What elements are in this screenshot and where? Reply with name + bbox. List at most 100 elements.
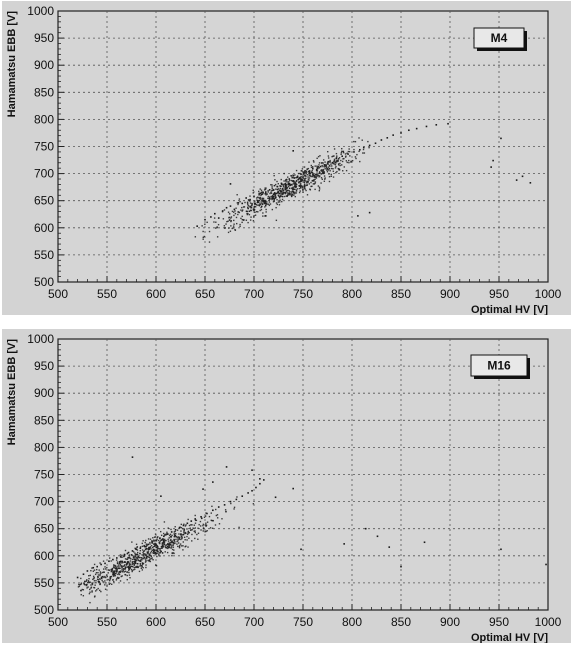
data-point bbox=[145, 556, 148, 558]
data-point bbox=[77, 586, 80, 588]
y-tick-label: 850 bbox=[34, 85, 54, 99]
data-point bbox=[215, 221, 217, 223]
data-point bbox=[202, 530, 204, 532]
data-point bbox=[241, 210, 243, 212]
data-point bbox=[110, 569, 112, 571]
data-point bbox=[228, 227, 230, 229]
data-point bbox=[109, 578, 111, 581]
data-point bbox=[92, 578, 94, 581]
data-point bbox=[280, 185, 282, 187]
data-point bbox=[131, 554, 133, 557]
data-point bbox=[265, 194, 267, 196]
data-point bbox=[159, 540, 162, 542]
data-point bbox=[111, 572, 114, 574]
data-point bbox=[158, 553, 160, 556]
data-point bbox=[287, 176, 289, 178]
data-point bbox=[265, 191, 267, 194]
data-point bbox=[155, 544, 158, 546]
data-point bbox=[202, 523, 205, 526]
data-point bbox=[248, 213, 251, 216]
data-point bbox=[119, 580, 122, 582]
data-point bbox=[355, 157, 357, 160]
data-point bbox=[292, 192, 295, 194]
data-point bbox=[106, 566, 108, 569]
data-point bbox=[161, 552, 164, 554]
data-point bbox=[318, 189, 321, 192]
data-point bbox=[287, 183, 290, 186]
data-point bbox=[161, 543, 164, 545]
data-point bbox=[121, 562, 123, 564]
data-point bbox=[167, 547, 169, 550]
data-point bbox=[268, 189, 271, 191]
data-point bbox=[167, 540, 170, 542]
data-point bbox=[277, 183, 279, 185]
x-axis-title: Optimal HV [V] bbox=[471, 304, 548, 315]
data-point bbox=[170, 546, 173, 548]
data-point bbox=[333, 155, 335, 157]
data-point bbox=[297, 181, 300, 183]
data-point bbox=[303, 166, 306, 168]
data-point bbox=[295, 186, 297, 189]
data-point bbox=[299, 172, 301, 175]
data-point bbox=[110, 583, 113, 585]
data-point bbox=[362, 146, 365, 149]
data-point bbox=[155, 540, 158, 542]
data-point bbox=[294, 188, 296, 191]
data-point bbox=[345, 160, 348, 162]
data-point bbox=[290, 191, 293, 193]
data-point bbox=[324, 166, 326, 168]
data-point bbox=[271, 198, 273, 201]
data-point bbox=[128, 568, 130, 570]
data-point bbox=[89, 574, 91, 577]
data-point bbox=[94, 590, 97, 592]
data-point bbox=[326, 168, 328, 170]
data-point bbox=[200, 515, 202, 518]
data-point bbox=[263, 202, 266, 205]
data-point bbox=[141, 559, 143, 561]
data-point bbox=[270, 192, 273, 194]
data-point bbox=[529, 182, 532, 184]
data-point bbox=[346, 161, 348, 164]
data-point bbox=[315, 177, 318, 179]
data-point bbox=[239, 200, 241, 203]
data-point bbox=[106, 575, 108, 578]
legend-label: M4 bbox=[491, 31, 508, 45]
data-point bbox=[162, 546, 164, 548]
data-point bbox=[246, 201, 249, 203]
data-point bbox=[330, 163, 332, 165]
data-point bbox=[118, 565, 120, 568]
data-point bbox=[181, 536, 183, 539]
data-point bbox=[147, 551, 149, 554]
data-point bbox=[223, 209, 226, 211]
data-point bbox=[198, 523, 200, 526]
data-point bbox=[153, 540, 156, 542]
data-point bbox=[282, 191, 285, 194]
data-point bbox=[233, 223, 235, 225]
data-point bbox=[302, 179, 304, 182]
data-point bbox=[265, 211, 267, 213]
data-point bbox=[160, 539, 163, 541]
data-point bbox=[115, 570, 117, 573]
data-point bbox=[305, 173, 307, 175]
data-point bbox=[175, 535, 178, 538]
data-point bbox=[423, 541, 426, 544]
data-point bbox=[113, 580, 115, 583]
data-point bbox=[163, 535, 165, 538]
data-point bbox=[126, 553, 129, 555]
data-point bbox=[182, 541, 184, 543]
data-point bbox=[263, 189, 266, 191]
data-point bbox=[282, 183, 284, 186]
x-tick-label: 950 bbox=[489, 615, 509, 629]
data-point bbox=[119, 563, 122, 566]
x-tick-label: 900 bbox=[440, 287, 460, 301]
data-point bbox=[302, 176, 304, 178]
data-point bbox=[313, 179, 315, 181]
data-point bbox=[216, 517, 219, 519]
data-point bbox=[80, 583, 82, 585]
data-point bbox=[187, 518, 189, 521]
data-point bbox=[264, 201, 267, 204]
data-point bbox=[341, 150, 343, 153]
data-point bbox=[298, 191, 301, 194]
data-point bbox=[173, 535, 175, 538]
data-point bbox=[354, 156, 357, 158]
